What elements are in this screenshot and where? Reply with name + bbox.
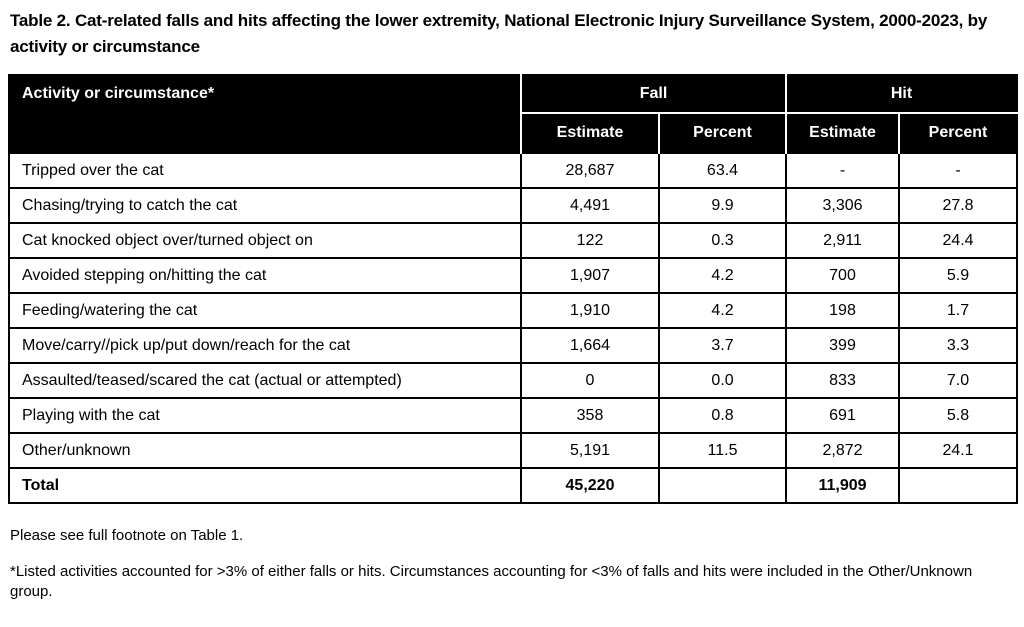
value-cell: 1,910 [520, 292, 660, 329]
activity-cell: Playing with the cat [8, 397, 522, 434]
value-cell: 0 [520, 362, 660, 399]
value-cell: 5,191 [520, 432, 660, 469]
table-body: Tripped over the cat 28,687 63.4- - Chasing/… [8, 152, 1019, 504]
value-cell [658, 467, 787, 504]
value-cell: 700 [785, 257, 900, 294]
value-cell: 24.4 [897, 222, 1019, 259]
hit-group-header: Hit [786, 75, 1018, 113]
value-cell: 2,911 [785, 222, 900, 259]
value-cell: 3.3 [897, 327, 1019, 364]
value-cell: 1,907 [520, 257, 660, 294]
table-row: Cat knocked object over/turned object on… [8, 222, 1019, 259]
value-cell: 3.7 [658, 327, 787, 364]
value-cell: 122 [520, 222, 660, 259]
value-cell: 0.0 [658, 362, 787, 399]
activity-cell: Chasing/trying to catch the cat [8, 187, 522, 224]
activity-cell: Other/unknown [8, 432, 522, 469]
value-cell: 9.9 [658, 187, 787, 224]
value-cell: 11.5 [658, 432, 787, 469]
table-header: Activity or circumstance* Fall Hit Estim… [9, 75, 1018, 153]
value-cell: 1,664 [520, 327, 660, 364]
value-cell: 3,306 [785, 187, 900, 224]
value-cell: 4.2 [658, 257, 787, 294]
activity-column-header: Activity or circumstance* [9, 75, 522, 153]
hit-percent-header: Percent [897, 112, 1018, 153]
group-header-row: Activity or circumstance* Fall Hit [9, 75, 1018, 153]
value-cell: 0.3 [658, 222, 787, 259]
value-cell: 399 [785, 327, 900, 364]
value-cell: 4.2 [658, 292, 787, 329]
activity-cell: Cat knocked object over/turned object on [8, 222, 522, 259]
value-cell: 1.7 [897, 292, 1019, 329]
hit-estimate-header: Estimate [785, 112, 899, 153]
footnotes: Please see full footnote on Table 1. *Li… [10, 526, 1016, 602]
footnote-table1-reference: Please see full footnote on Table 1. [10, 527, 244, 544]
table-title: Table 2. Cat-related falls and hits affe… [10, 11, 988, 56]
value-cell: 5.8 [897, 397, 1019, 434]
value-cell: 833 [785, 362, 900, 399]
value-cell: 45,220 [520, 467, 660, 504]
value-cell: 28,687 [520, 152, 660, 189]
value-cell [897, 467, 1019, 504]
table-row: Other/unknown 5,191 11.5 2,872 24.1 [8, 432, 1019, 469]
value-cell: - [897, 152, 1019, 189]
value-cell: 691 [785, 397, 900, 434]
value-cell: 358 [520, 397, 660, 434]
fall-estimate-header: Estimate [521, 112, 659, 153]
sub-header-row: Estimate Percent Estimate Percent [9, 112, 1018, 153]
value-cell: 11,909 [785, 467, 900, 504]
total-row: Total 45,220 11,909 [8, 467, 1019, 504]
table-row: Move/carry//pick up/put down/reach for t… [8, 327, 1019, 364]
value-cell: 27.8 [897, 187, 1019, 224]
table-row: Chasing/trying to catch the cat 4,491 9.9 3… [8, 187, 1019, 224]
value-cell: 5.9 [897, 257, 1019, 294]
value-cell: 0.8 [658, 397, 787, 434]
footnote-asterisk: *Listed activities accounted for >3% of … [10, 563, 973, 600]
value-cell: 2,872 [785, 432, 900, 469]
fall-group-header: Fall [521, 75, 787, 113]
activity-cell: Feeding/watering the cat [8, 292, 522, 329]
value-cell: 63.4 [658, 152, 787, 189]
table-row: Playing with the cat 358 0.8 691 5.8 [8, 397, 1019, 434]
activity-cell: Assaulted/teased/scared the cat (actual … [8, 362, 522, 399]
activity-cell: Move/carry//pick up/put down/reach for t… [8, 327, 522, 364]
activity-cell: Tripped over the cat [8, 152, 522, 189]
data-table: Activity or circumstance* Fall Hit Estim… [8, 74, 1019, 504]
table-row: Tripped over the cat 28,687 63.4- - [8, 152, 1019, 189]
table-row: Feeding/watering the cat 1,910 4.2 198 1.7 [8, 292, 1019, 329]
activity-cell: Avoided stepping on/hitting the cat [8, 257, 522, 294]
value-cell: 7.0 [897, 362, 1019, 399]
value-cell: - [785, 152, 900, 189]
value-cell: 4,491 [520, 187, 660, 224]
table-row: Avoided stepping on/hitting the cat 1,907… [8, 257, 1019, 294]
fall-percent-header: Percent [658, 112, 786, 153]
value-cell: 198 [785, 292, 900, 329]
value-cell: 24.1 [897, 432, 1019, 469]
table-row: Assaulted/teased/scared the cat (actual … [8, 362, 1019, 399]
activity-cell: Total [8, 467, 522, 504]
